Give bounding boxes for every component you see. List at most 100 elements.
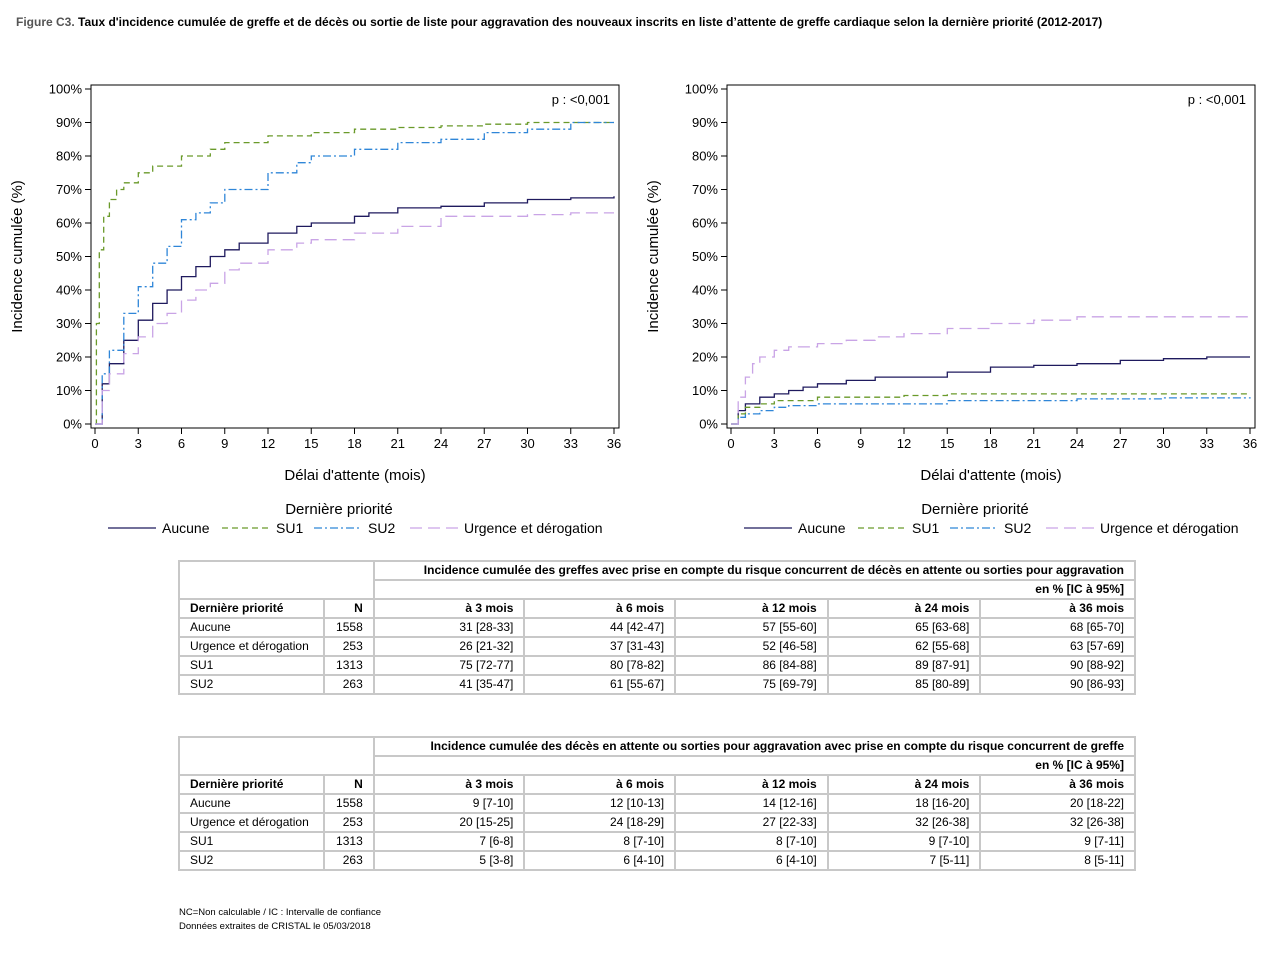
x-tick-label: 3	[771, 436, 778, 451]
table-cell: 90 [86-93]	[979, 674, 1136, 695]
y-tick-label: 0%	[699, 417, 718, 432]
y-tick-label: 30%	[56, 316, 82, 331]
column-header: à 12 mois	[674, 774, 829, 795]
legend-title: Dernière priorité	[921, 501, 1029, 518]
x-tick-label: 15	[940, 436, 954, 451]
table-row: Urgence et dérogation 253 20 [15-25] 24 …	[178, 812, 1136, 833]
table-cell: 7 [5-11]	[826, 850, 982, 871]
table-cell: 263	[322, 850, 375, 871]
table-cell: 44 [42-47]	[523, 617, 677, 638]
table-cell: 9 [7-10]	[372, 793, 526, 814]
table-cell: 8 [7-10]	[523, 831, 677, 852]
y-tick-label: 20%	[692, 350, 718, 365]
x-axis-label: Délai d'attente (mois)	[920, 467, 1061, 484]
table-cell: 1558	[322, 617, 375, 638]
series-line-su1	[731, 393, 1250, 425]
table-header: Incidence cumulée des greffes avec prise…	[372, 560, 1137, 581]
table-cell: 6 [4-10]	[674, 850, 829, 871]
table-cell: 68 [65-70]	[979, 617, 1136, 638]
x-axis-label: Délai d'attente (mois)	[284, 467, 425, 484]
table-cell: 24 [18-29]	[523, 812, 677, 833]
x-tick-label: 3	[135, 436, 142, 451]
table-cell: 8 [5-11]	[979, 850, 1136, 871]
p-value-annotation: p : <0,001	[552, 92, 610, 107]
table-row: SU2 263 5 [3-8] 6 [4-10] 6 [4-10] 7 [5-1…	[178, 850, 1136, 871]
x-tick-label: 33	[564, 436, 578, 451]
legend-label: SU1	[276, 520, 303, 536]
table-cell: 253	[322, 812, 375, 833]
plot-frame	[726, 84, 1256, 429]
y-tick-label: 90%	[56, 115, 82, 130]
footnotes: NC=Non calculable / IC : Intervalle de c…	[179, 906, 381, 934]
figure-label: Figure C3.	[16, 15, 75, 29]
legend-label: Aucune	[162, 520, 210, 536]
legend-label: Urgence et dérogation	[1100, 520, 1239, 536]
table-cell: 5 [3-8]	[372, 850, 526, 871]
footnote: Données extraites de CRISTAL le 05/03/20…	[179, 921, 371, 932]
column-header: à 24 mois	[826, 774, 982, 795]
table-column-headers: Dernière priorité N à 3 mois à 6 mois à …	[178, 598, 1136, 619]
x-tick-label: 18	[983, 436, 997, 451]
figure-title-text: Taux d'incidence cumulée de greffe et de…	[74, 15, 1103, 29]
y-tick-label: 10%	[56, 383, 82, 398]
y-tick-label: 0%	[63, 417, 82, 432]
y-tick-label: 90%	[692, 115, 718, 130]
x-tick-label: 21	[1027, 436, 1041, 451]
table-row: Aucune 1558 31 [28-33] 44 [42-47] 57 [55…	[178, 617, 1136, 638]
x-tick-label: 9	[857, 436, 864, 451]
y-tick-label: 40%	[56, 283, 82, 298]
series-line-urgence-et-d-rogation	[95, 212, 614, 425]
corner-cell	[178, 560, 375, 600]
series-line-su2	[731, 397, 1251, 425]
y-axis-label: Incidence cumulée (%)	[645, 180, 662, 333]
figure-title: Figure C3. Taux d'incidence cumulée de g…	[16, 14, 1246, 31]
column-header: N	[322, 598, 375, 619]
table-cell: 31 [28-33]	[372, 617, 526, 638]
table-cell: 27 [22-33]	[674, 812, 829, 833]
table-cell: 263	[322, 674, 375, 695]
table-cell: 9 [7-10]	[826, 831, 982, 852]
table-cell: 90 [88-92]	[979, 655, 1136, 676]
x-tick-label: 9	[221, 436, 228, 451]
table-cell: SU2	[178, 674, 325, 695]
table-cell: SU1	[178, 831, 325, 852]
series-line-aucune	[95, 196, 615, 425]
table-cell: 20 [15-25]	[372, 812, 526, 833]
table-cell: 26 [21-32]	[372, 636, 526, 657]
table-cell: SU1	[178, 655, 325, 676]
p-value-annotation: p : <0,001	[1188, 92, 1246, 107]
column-header: à 12 mois	[674, 598, 829, 619]
table-cell: 8 [7-10]	[674, 831, 829, 852]
column-header: Dernière priorité	[178, 774, 325, 795]
table-cell: 80 [78-82]	[523, 655, 677, 676]
table-cell: 41 [35-47]	[372, 674, 526, 695]
chart-deces: 0%10%20%30%40%50%60%70%80%90%100%0 3 6 9 12 1…	[645, 82, 1257, 537]
column-header: à 3 mois	[372, 598, 526, 619]
y-tick-label: 100%	[685, 82, 719, 97]
x-tick-label: 30	[520, 436, 534, 451]
column-header: N	[322, 774, 375, 795]
legend-label: SU2	[368, 520, 395, 536]
column-header: à 24 mois	[826, 598, 982, 619]
y-tick-label: 50%	[692, 249, 718, 264]
table-row: Aucune 1558 9 [7-10] 12 [10-13] 14 [12-1…	[178, 793, 1136, 814]
x-tick-label: 12	[897, 436, 911, 451]
table-greffes: Incidence cumulée des greffes avec prise…	[178, 560, 1137, 695]
column-header: à 6 mois	[523, 598, 677, 619]
x-tick-label: 36	[1243, 436, 1257, 451]
y-tick-label: 80%	[692, 149, 718, 164]
column-header: à 3 mois	[372, 774, 526, 795]
legend-title: Dernière priorité	[285, 501, 393, 518]
table-row: SU2 263 41 [35-47] 61 [55-67] 75 [69-79]…	[178, 674, 1136, 695]
table-unit: en % [IC à 95%]	[372, 579, 1137, 600]
y-tick-label: 80%	[56, 149, 82, 164]
x-tick-label: 24	[1070, 436, 1084, 451]
y-tick-label: 70%	[56, 182, 82, 197]
x-tick-label: 6	[814, 436, 821, 451]
y-tick-label: 50%	[56, 249, 82, 264]
table-column-headers: Dernière priorité N à 3 mois à 6 mois à …	[178, 774, 1136, 795]
x-tick-label: 27	[1113, 436, 1127, 451]
x-tick-label: 12	[261, 436, 275, 451]
table-cell: 20 [18-22]	[979, 793, 1136, 814]
x-tick-label: 36	[607, 436, 621, 451]
